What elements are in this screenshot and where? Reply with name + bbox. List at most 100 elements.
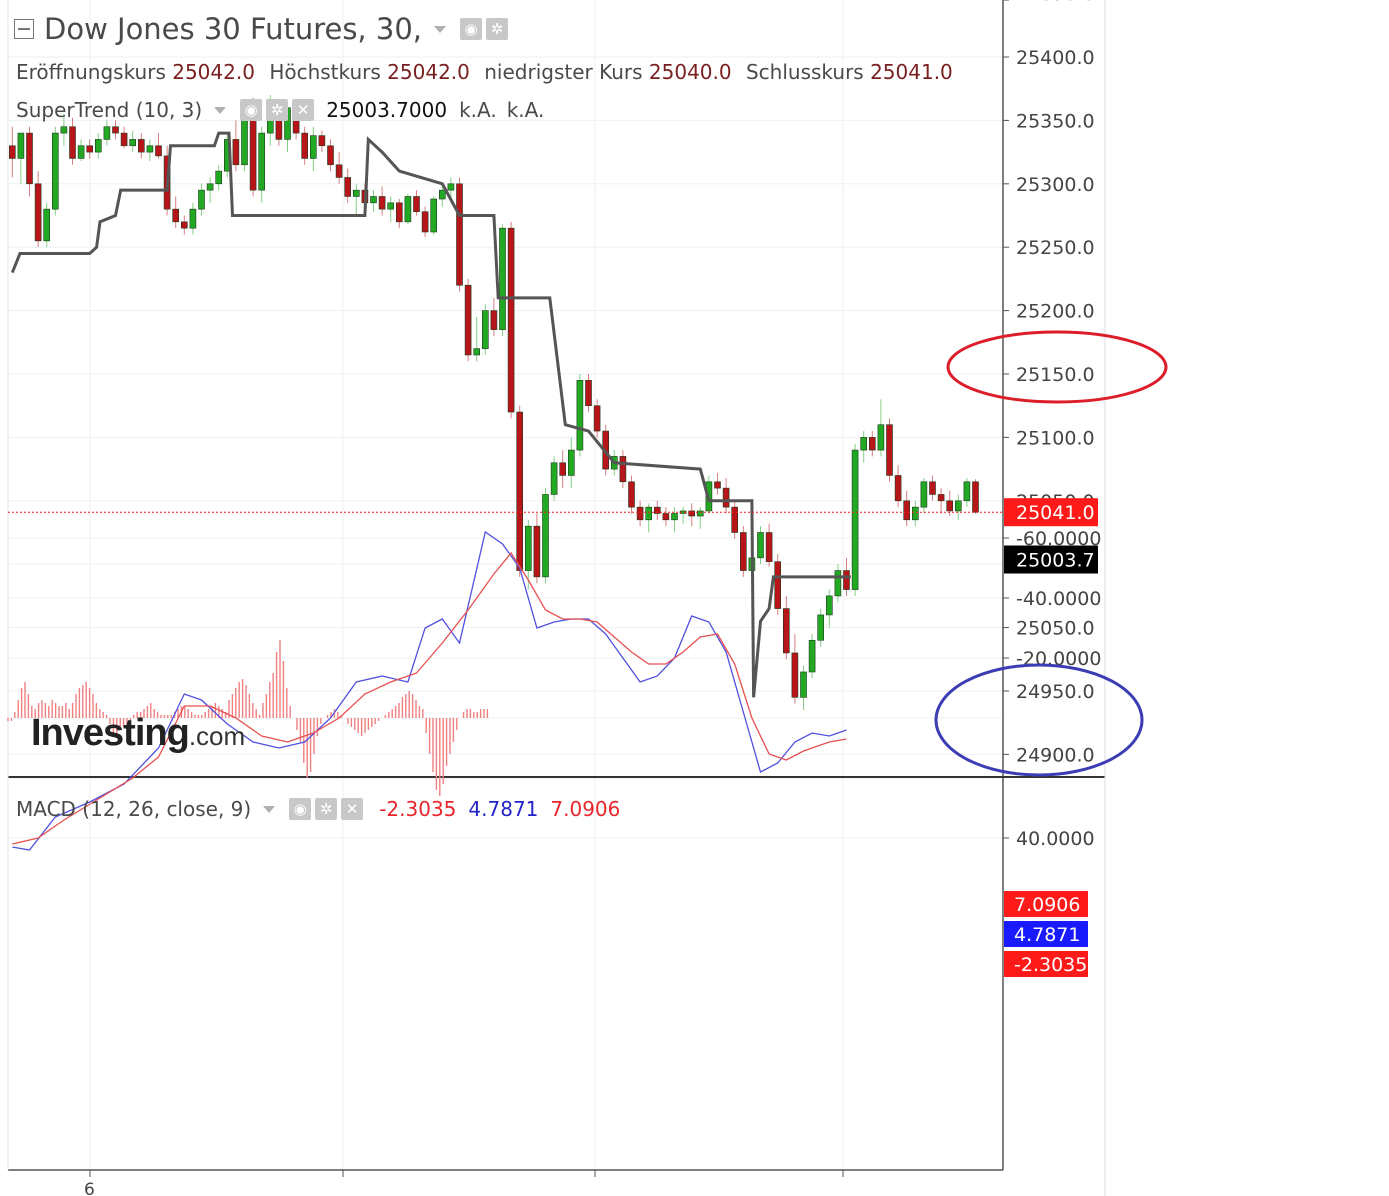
candle-body	[438, 189, 446, 200]
candle-body	[464, 284, 472, 356]
close-icon[interactable]: ✕	[341, 798, 364, 820]
macd-grid	[8, 537, 1003, 1170]
candle-body	[430, 198, 438, 233]
candle-body	[395, 202, 403, 223]
candle-body	[69, 126, 76, 159]
logo-domain: .com	[188, 721, 246, 751]
time-axis[interactable]: 6	[84, 1170, 844, 1196]
price-tick-label: 25050.0	[1016, 618, 1095, 640]
candle-body	[877, 424, 885, 451]
candle-body	[258, 132, 266, 191]
candle-body	[206, 183, 214, 191]
chevron-down-icon[interactable]	[434, 25, 446, 33]
candle-body	[860, 437, 868, 451]
candle-body	[95, 139, 102, 153]
macd-tick-label: -40.0000	[1016, 588, 1101, 610]
candle-body	[77, 145, 85, 159]
candle-body	[507, 227, 515, 413]
candle-body	[86, 145, 93, 153]
signal-badge: 7.0906	[1014, 894, 1080, 916]
macd-axis[interactable]: 40.0000-20.0000-40.0000-60.0000	[1003, 528, 1101, 850]
candle-body	[834, 570, 842, 597]
high-label: Höchstkurs	[269, 60, 381, 84]
chevron-down-icon[interactable]	[263, 805, 276, 813]
candle-body	[559, 462, 567, 476]
candle-body	[335, 164, 343, 178]
annotation-red-ellipse	[946, 330, 1168, 404]
hist-badge-bg	[1004, 951, 1088, 977]
candle-body	[722, 487, 730, 508]
candle-body	[903, 500, 911, 521]
axis-badges: 25041.0 25003.7 7.0906 4.7871 -2.3035	[1004, 498, 1098, 977]
price-tick-label: 24850.0	[1016, 0, 1095, 5]
signal-badge-bg	[1004, 891, 1088, 917]
candle-body	[946, 500, 954, 512]
candle-body	[911, 506, 919, 521]
price-tick-label: 25200.0	[1016, 301, 1095, 323]
eye-icon[interactable]: ◉	[289, 798, 312, 820]
candle-body	[404, 196, 412, 223]
signal-line	[12, 551, 847, 845]
gear-icon[interactable]: ✲	[266, 99, 289, 121]
candle-body	[34, 183, 42, 242]
close-icon[interactable]: ✕	[292, 99, 315, 121]
macd-tick-label: 40.0000	[1016, 828, 1095, 850]
open-label: Eröffnungskurs	[16, 60, 166, 84]
macd-legend: MACD (12, 26, close, 9) ◉ ✲ ✕ -2.3035 4.…	[16, 797, 632, 821]
candle-body	[138, 139, 145, 153]
candle-body	[352, 189, 360, 197]
candle-body	[868, 437, 876, 451]
investing-logo: Investing.com	[31, 712, 245, 755]
eye-icon[interactable]: ◉	[240, 99, 263, 121]
candle-body	[17, 132, 25, 159]
candle-body	[181, 221, 188, 229]
candle-body	[172, 208, 179, 223]
close-label: Schlusskurs	[745, 60, 864, 84]
candle-body	[843, 570, 850, 590]
candle-body	[533, 525, 541, 578]
last-price-badge-bg	[1004, 498, 1098, 527]
gear-icon[interactable]: ✲	[486, 18, 508, 40]
candle-body	[851, 449, 859, 590]
candle-body	[378, 196, 386, 210]
candle-body	[370, 196, 377, 204]
price-tick-label: 25300.0	[1016, 174, 1095, 196]
macd-label: MACD (12, 26, close, 9)	[16, 797, 252, 821]
candle-body	[43, 208, 51, 242]
gear-icon[interactable]: ✲	[315, 798, 338, 820]
high-value: 25042.0	[387, 60, 470, 84]
candle-body	[628, 481, 635, 508]
candle-body	[662, 513, 670, 521]
price-axis[interactable]: 25400.0 25350.0 25300.0 25250.0 25200.0 25150…	[1003, 0, 1095, 766]
candle-body	[146, 145, 154, 153]
candle-body	[688, 510, 696, 517]
candle-body	[765, 532, 773, 562]
candle-body	[894, 475, 902, 502]
chevron-down-icon[interactable]	[214, 106, 227, 114]
candle-body	[739, 532, 747, 571]
macd-histogram	[7, 640, 489, 796]
candle-body	[344, 177, 352, 197]
eye-icon[interactable]: ◉	[460, 18, 482, 40]
candle-body	[198, 189, 205, 210]
candle-body	[275, 120, 283, 140]
candle-body	[26, 132, 33, 185]
supertrend-value: 25003.7000	[326, 98, 448, 122]
candle-body	[954, 500, 962, 512]
chart-title-row: Dow Jones 30 Futures, 30, ◉ ✲	[14, 12, 512, 46]
price-tick-label: 25150.0	[1016, 364, 1095, 386]
candle-body	[645, 506, 653, 521]
time-tick-label: 6	[84, 1180, 95, 1196]
candle-body	[421, 211, 429, 233]
candle-body	[499, 227, 506, 330]
candle-body	[413, 196, 420, 212]
chart-title: Dow Jones 30 Futures, 30,	[44, 12, 422, 46]
collapse-icon[interactable]	[14, 19, 34, 39]
supertrend-na-1: k.A.	[459, 98, 497, 122]
candle-body	[929, 481, 936, 495]
candle-body	[112, 126, 119, 134]
candle-body	[309, 135, 317, 159]
candle-body	[619, 456, 627, 483]
candle-body	[387, 202, 395, 210]
